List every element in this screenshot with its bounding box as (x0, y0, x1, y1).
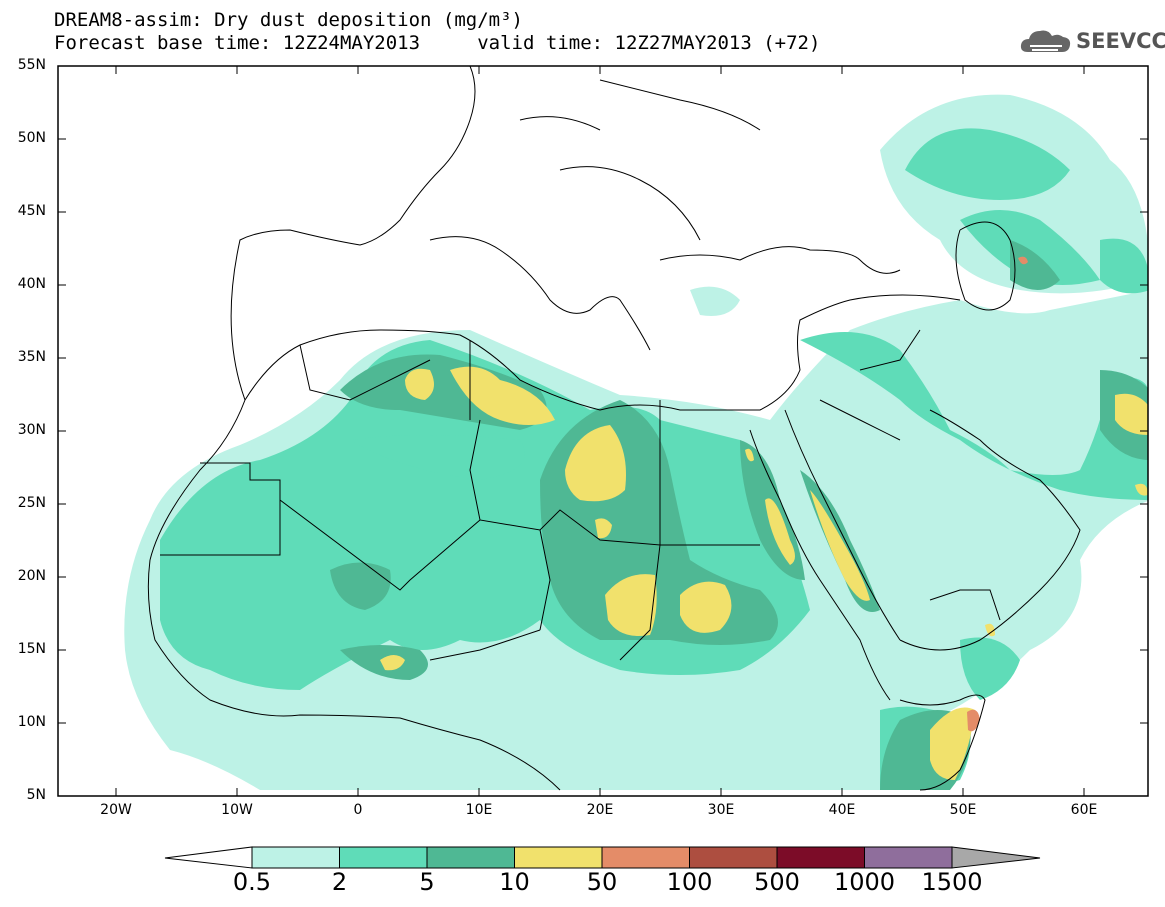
title-line-2: Forecast base time: 12Z24MAY2013 valid t… (54, 32, 821, 54)
colorbar-over-arrow (951, 846, 1041, 869)
lon-label: 0 (353, 802, 363, 818)
colorbar-segment (689, 846, 778, 869)
lat-label: 30N (17, 422, 46, 438)
seevccc-logo: SEEVCCC (1018, 24, 1165, 58)
lon-label: 60E (1070, 802, 1098, 818)
contour-10 (380, 366, 1148, 780)
lat-label: 50N (17, 130, 46, 146)
lat-label: 10N (17, 714, 46, 730)
colorbar-label: 1000 (833, 868, 896, 896)
colorbar-label: 100 (666, 868, 713, 896)
lon-label: 10E (465, 802, 493, 818)
colorbar-segment (514, 846, 603, 869)
colorbar-segments (251, 846, 953, 869)
lat-label: 25N (17, 495, 46, 511)
lat-label: 20N (17, 568, 46, 584)
colorbar-label: 50 (586, 868, 618, 896)
colorbar-label: 5 (419, 868, 435, 896)
lat-label: 5N (26, 787, 46, 803)
lat-label: 55N (17, 57, 46, 73)
colorbar-label: 0.5 (232, 868, 272, 896)
colorbar-segment (776, 846, 865, 869)
axis-ticks (58, 65, 1148, 796)
colorbar-label: 500 (754, 868, 800, 896)
colorbar-segment (601, 846, 690, 869)
lat-label: 15N (17, 641, 46, 657)
colorbar-label: 2 (331, 868, 348, 896)
lat-label: 35N (17, 349, 46, 365)
lon-label: 30E (707, 802, 735, 818)
lat-label: 45N (17, 203, 46, 219)
dust-deposition-field (124, 94, 1148, 790)
contour-50 (967, 256, 1028, 732)
colorbar-label: 1500 (921, 868, 983, 896)
lon-label: 20W (100, 802, 132, 818)
map-boundaries (147, 66, 1081, 791)
lat-label: 40N (17, 276, 46, 292)
lon-label: 10W (221, 802, 253, 818)
lon-label: 20E (586, 802, 614, 818)
colorbar-segment (339, 846, 428, 869)
colorbar-segment (251, 846, 340, 869)
lon-label: 40E (828, 802, 856, 818)
colorbar-under-arrow (164, 846, 253, 869)
title-line-1: DREAM8-assim: Dry dust deposition (mg/m³… (54, 9, 523, 31)
colorbar-segment (864, 846, 953, 869)
logo-text: SEEVCCC (1076, 29, 1165, 53)
colorbar-label: 10 (499, 868, 530, 896)
colorbar-segment (426, 846, 515, 869)
cloud-logo-icon (1020, 30, 1071, 52)
lon-label: 50E (949, 802, 977, 818)
